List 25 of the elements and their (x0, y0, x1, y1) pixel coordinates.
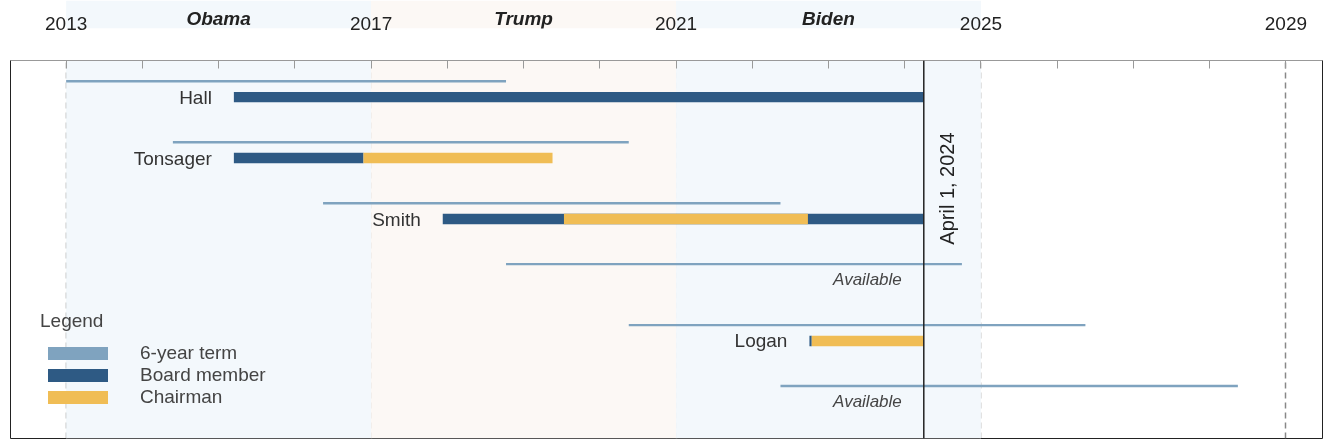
legend-title: Legend (40, 310, 105, 332)
band-label: Trump (494, 8, 553, 30)
band-label: Obama (186, 8, 252, 30)
legend-label: Chairman (140, 386, 223, 408)
ref-line-label: April 1, 2024 (935, 132, 958, 245)
x-tick-label: 2025 (959, 12, 1003, 34)
bar (563, 213, 808, 225)
y-tick-label: Tonsager (133, 147, 213, 169)
legend-label: 6-year term (140, 342, 238, 364)
bar (363, 152, 553, 164)
bar (233, 152, 364, 164)
x-tick-label: 2017 (349, 12, 393, 34)
bar (233, 91, 924, 103)
y-tick-label: Smith (372, 208, 421, 230)
y-tick-label: Logan (734, 330, 788, 352)
legend-label: Board member (140, 364, 266, 386)
band-label: Biden (802, 8, 855, 30)
y-tick-label: Hall (179, 86, 212, 108)
x-tick-label: 2029 (1264, 12, 1308, 34)
bar (809, 335, 812, 347)
bar (811, 335, 924, 347)
y-tick-label: Available (832, 392, 902, 412)
y-tick-label: Available (832, 270, 902, 290)
x-tick-label: 2021 (654, 12, 698, 34)
x-tick-label: 2013 (45, 12, 88, 34)
